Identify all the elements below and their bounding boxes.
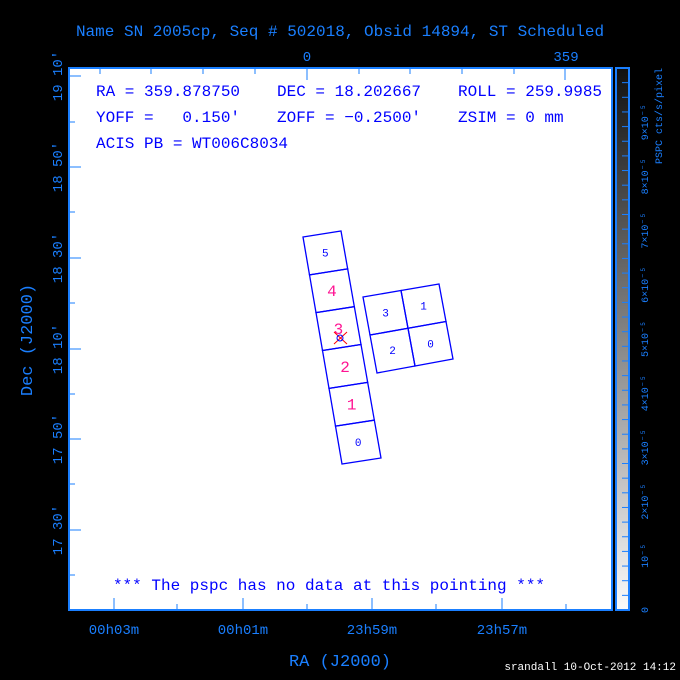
y-tick-label: 18 50′ (51, 142, 67, 192)
top-tick-0: 0 (303, 50, 311, 66)
x-tick-label: 23h59m (347, 623, 397, 639)
colorbar-tick-label: 6×10⁻⁵ (641, 267, 652, 303)
ccd-chip (334, 419, 382, 465)
info-ra: RA = 359.878750 (96, 83, 240, 101)
chip-label: 5 (322, 249, 329, 261)
chip-label: 0 (427, 339, 434, 351)
plot-title: Name SN 2005cp, Seq # 502018, Obsid 1489… (76, 23, 604, 41)
chip-label: 2 (389, 346, 396, 358)
colorbar-tick-label: 2×10⁻⁵ (641, 484, 652, 520)
x-tick-label: 23h57m (477, 623, 527, 639)
top-tick-359: 359 (553, 50, 578, 66)
y-tick-label: 19 10′ (51, 51, 67, 101)
sky-frame (68, 67, 613, 611)
chip-label: 2 (340, 359, 350, 377)
x-axis-label: RA (J2000) (289, 653, 391, 672)
colorbar-tick-label: 0 (641, 607, 652, 613)
chip-label: 4 (327, 283, 337, 301)
y-tick-label: 18 10′ (51, 324, 67, 374)
y-tick-label: 18 30′ (51, 233, 67, 283)
footer-stamp: srandall 10-Oct-2012 14:12 (504, 662, 676, 674)
ccd-chip (407, 320, 454, 367)
no-data-message: *** The pspc has no data at this pointin… (113, 577, 545, 595)
info-dec: DEC = 18.202667 (277, 83, 421, 101)
colorbar-tick-label: 8×10⁻⁵ (641, 158, 652, 194)
colorbar-tick-label: 5×10⁻⁵ (641, 321, 652, 357)
y-tick-label: 17 50′ (51, 414, 67, 464)
colorbar-tick-label: 9×10⁻⁵ (641, 104, 652, 140)
info-zoff: ZOFF = −0.2500′ (277, 109, 421, 127)
info-acis-pb: ACIS PB = WT006C8034 (96, 135, 288, 153)
colorbar-tick-label: 7×10⁻⁵ (641, 213, 652, 249)
chip-label: 1 (347, 397, 357, 415)
chip-label: 1 (420, 302, 427, 314)
axis-ticks (69, 68, 567, 610)
y-tick-label: 17 30′ (51, 505, 67, 555)
aimpoint-circle-icon (336, 334, 344, 342)
colorbar-label: PSPC cts/s/pixel (654, 68, 666, 164)
colorbar-tick-label: 3×10⁻⁵ (641, 429, 652, 465)
info-roll: ROLL = 259.9985 (458, 83, 602, 101)
y-axis-label: Dec (J2000) (19, 284, 38, 396)
x-tick-label: 00h01m (218, 623, 268, 639)
acis-chips: 5 4 3 2 1 0 3 1 2 0 (302, 230, 454, 465)
colorbar (615, 67, 630, 611)
info-zsim: ZSIM = 0 mm (458, 109, 564, 127)
chip-label: 0 (355, 438, 362, 450)
info-yoff: YOFF = 0.150′ (96, 109, 240, 127)
colorbar-tick-label: 4×10⁻⁵ (641, 375, 652, 411)
colorbar-tick-label: 10⁻⁵ (641, 544, 652, 568)
chip-label: 3 (382, 308, 389, 320)
x-tick-label: 00h03m (89, 623, 139, 639)
aimpoint-x-icon (333, 331, 348, 345)
colorbar-ticks: 0 10⁻⁵ 2×10⁻⁵ 3×10⁻⁵ 4×10⁻⁵ 5×10⁻⁵ 6×10⁻⁵ 7×10⁻… (622, 82, 652, 613)
chip-label: 3 (334, 321, 344, 339)
